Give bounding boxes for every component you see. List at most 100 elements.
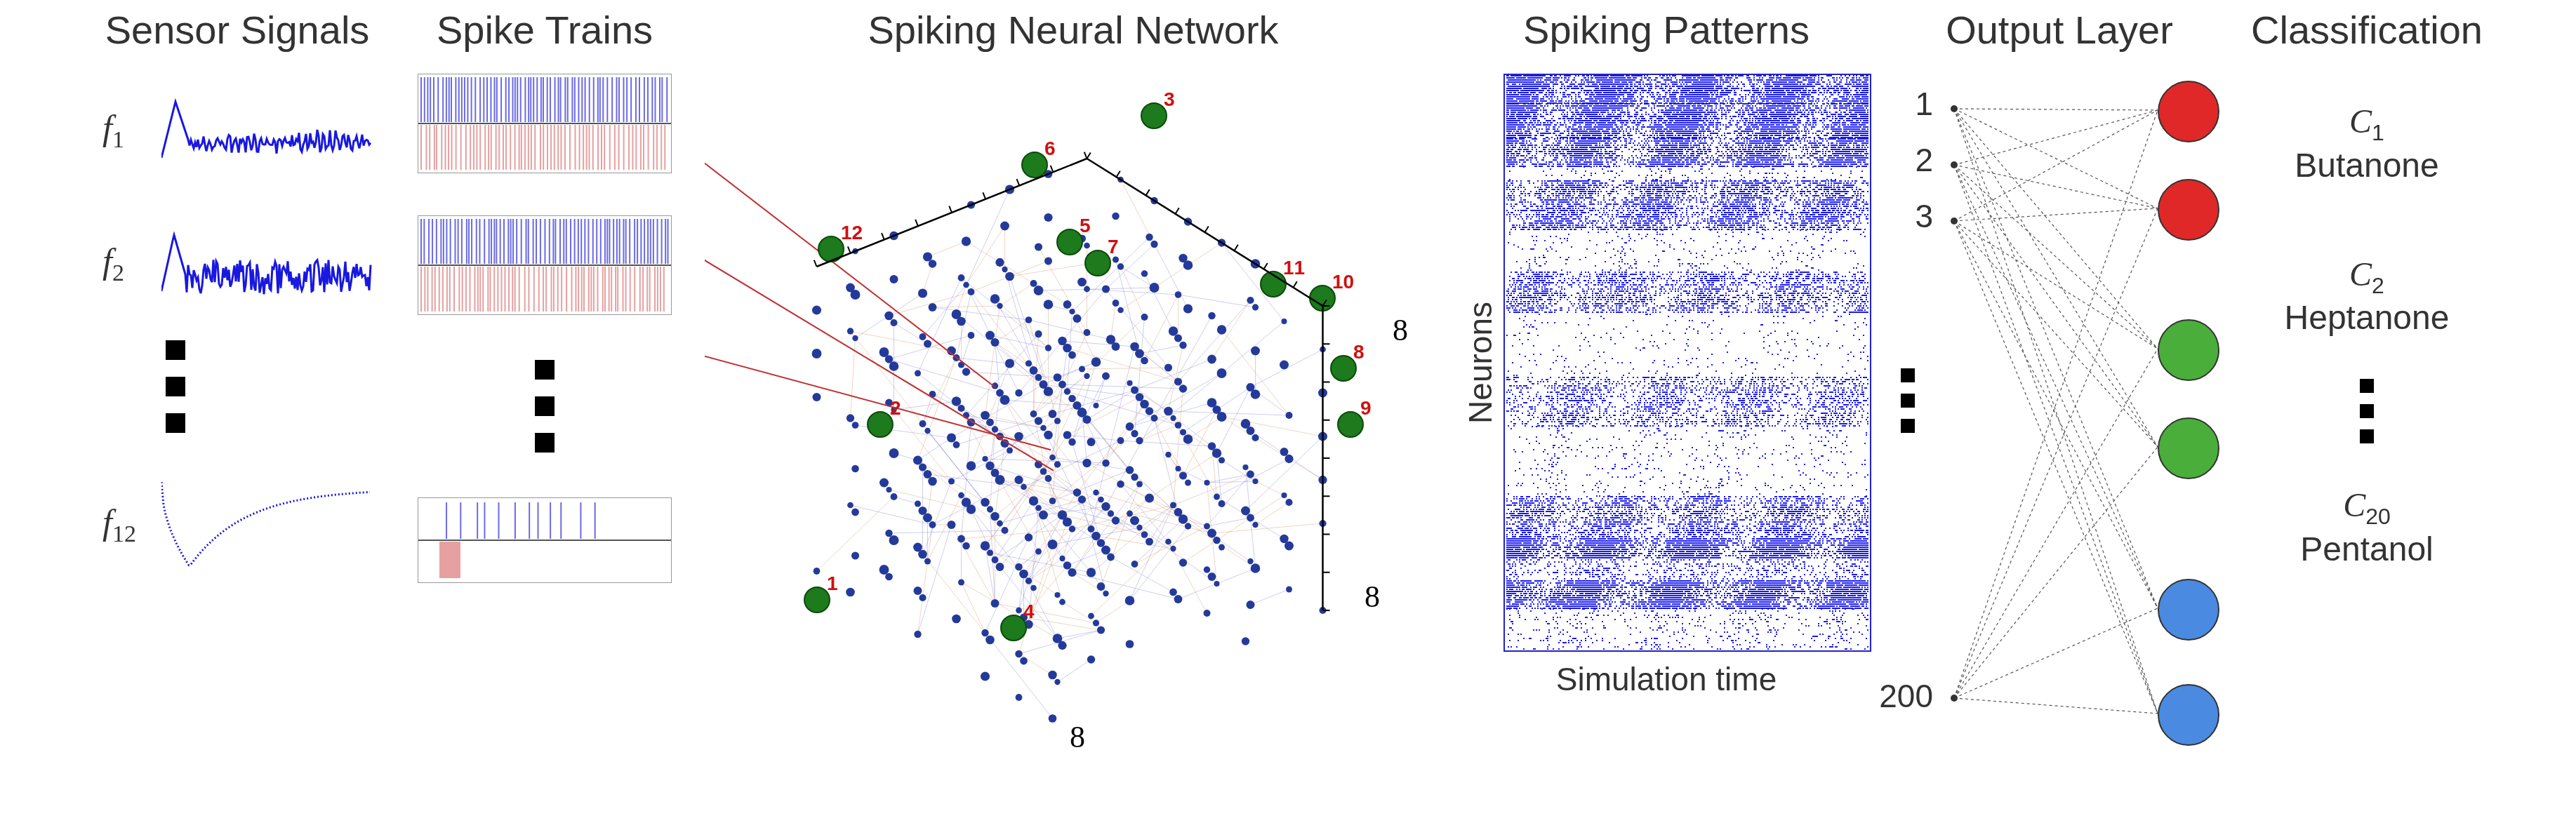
svg-rect-16447 [1518, 483, 1519, 484]
svg-rect-18599 [1550, 536, 1551, 537]
svg-rect-15519 [1652, 413, 1654, 414]
svg-rect-11300 [1589, 227, 1591, 228]
svg-rect-1670 [1777, 81, 1779, 83]
svg-rect-15064 [1749, 400, 1751, 401]
svg-rect-5501 [1637, 128, 1638, 130]
svg-rect-21300 [1661, 582, 1662, 584]
svg-rect-19321 [1682, 544, 1683, 546]
svg-rect-7453 [1845, 153, 1846, 154]
svg-rect-1426 [1614, 79, 1616, 81]
svg-rect-20693 [1774, 565, 1776, 567]
svg-rect-8987 [1665, 187, 1666, 188]
svg-rect-19714 [1766, 549, 1767, 550]
svg-rect-19119 [1652, 542, 1654, 544]
svg-rect-10455 [1675, 212, 1676, 213]
svg-rect-11910 [1553, 274, 1554, 275]
svg-rect-8942 [1562, 187, 1564, 188]
svg-rect-4055 [1763, 109, 1765, 111]
svg-rect-1245 [1568, 77, 1569, 79]
svg-rect-1529 [1833, 79, 1835, 81]
svg-rect-21079 [1571, 580, 1572, 582]
svg-rect-6392 [1840, 138, 1842, 140]
svg-rect-19333 [1700, 544, 1701, 546]
svg-rect-5736 [1801, 130, 1802, 132]
svg-rect-19025 [1819, 540, 1821, 542]
svg-rect-10018 [1824, 203, 1825, 205]
svg-point-693 [1021, 484, 1027, 490]
svg-rect-15299 [1669, 406, 1671, 408]
svg-rect-13842 [1783, 316, 1784, 317]
svg-rect-17699 [1797, 517, 1798, 518]
svg-rect-9903 [1856, 201, 1857, 203]
svg-rect-21489 [1666, 584, 1668, 586]
svg-rect-17061 [1861, 504, 1863, 506]
svg-rect-3505 [1631, 103, 1633, 105]
svg-rect-5540 [1725, 128, 1727, 130]
svg-rect-16817 [1727, 500, 1728, 502]
svg-rect-12614 [1547, 288, 1548, 290]
svg-rect-13360 [1614, 303, 1616, 304]
svg-rect-20243 [1755, 555, 1756, 556]
svg-rect-7179 [1536, 151, 1537, 152]
svg-rect-13568 [1654, 307, 1655, 309]
svg-rect-10813 [1579, 218, 1581, 220]
svg-rect-8872 [1710, 185, 1711, 186]
svg-rect-20273 [1805, 555, 1807, 556]
svg-rect-1947 [1621, 86, 1623, 87]
svg-rect-5963 [1558, 135, 1560, 136]
svg-rect-20869 [1717, 572, 1718, 573]
svg-rect-20462 [1843, 557, 1845, 558]
svg-rect-4693 [1715, 118, 1717, 119]
svg-rect-4527 [1710, 116, 1711, 117]
svg-rect-10999 [1817, 220, 1818, 222]
svg-rect-11077 [1661, 222, 1662, 224]
svg-rect-17457 [1694, 513, 1696, 514]
svg-rect-22571 [1784, 597, 1786, 598]
svg-point-906 [1179, 342, 1186, 349]
svg-rect-8818 [1568, 185, 1569, 186]
svg-rect-15878 [1767, 421, 1769, 422]
svg-rect-10479 [1748, 212, 1749, 213]
svg-rect-15880 [1779, 421, 1780, 422]
svg-rect-3544 [1720, 103, 1721, 105]
svg-rect-2029 [1794, 86, 1795, 87]
svg-rect-17172 [1519, 509, 1520, 510]
svg-rect-7887 [1773, 159, 1774, 161]
svg-rect-3175 [1664, 100, 1665, 102]
svg-rect-5091 [1850, 122, 1852, 123]
svg-rect-9600 [1683, 197, 1685, 199]
svg-rect-18178 [1602, 528, 1603, 529]
svg-rect-11248 [1815, 225, 1817, 226]
svg-rect-22895 [1721, 601, 1722, 603]
svg-rect-15892 [1835, 421, 1836, 422]
svg-rect-14699 [1609, 391, 1610, 393]
svg-rect-4196 [1711, 112, 1713, 113]
svg-rect-9117 [1658, 189, 1659, 190]
svg-rect-21065 [1530, 580, 1532, 582]
svg-rect-6875 [1557, 147, 1558, 148]
svg-rect-1682 [1797, 81, 1798, 83]
svg-rect-8572 [1595, 180, 1596, 182]
svg-rect-18135 [1800, 525, 1801, 527]
svg-rect-21747 [1839, 587, 1840, 588]
svg-rect-18812 [1763, 538, 1765, 540]
svg-rect-7318 [1849, 151, 1850, 152]
svg-rect-6589 [1578, 142, 1579, 144]
svg-rect-6604 [1605, 142, 1606, 144]
svg-rect-21030 [1697, 578, 1699, 580]
svg-rect-18360 [1815, 530, 1817, 531]
svg-rect-1163 [1759, 75, 1760, 76]
svg-rect-20432 [1770, 557, 1772, 558]
svg-rect-14141 [1637, 377, 1638, 378]
svg-rect-1133 [1699, 75, 1700, 76]
svg-rect-8418 [1567, 168, 1568, 170]
svg-rect-22035 [1742, 591, 1744, 592]
svg-rect-13781 [1732, 312, 1734, 313]
svg-rect-10004 [1783, 203, 1784, 205]
svg-rect-10431 [1603, 212, 1605, 213]
svg-rect-5502 [1641, 128, 1642, 130]
svg-rect-23955 [1835, 646, 1836, 648]
svg-rect-2487 [1630, 92, 1631, 93]
svg-rect-16392 [1856, 472, 1857, 474]
svg-rect-9224 [1628, 191, 1630, 192]
